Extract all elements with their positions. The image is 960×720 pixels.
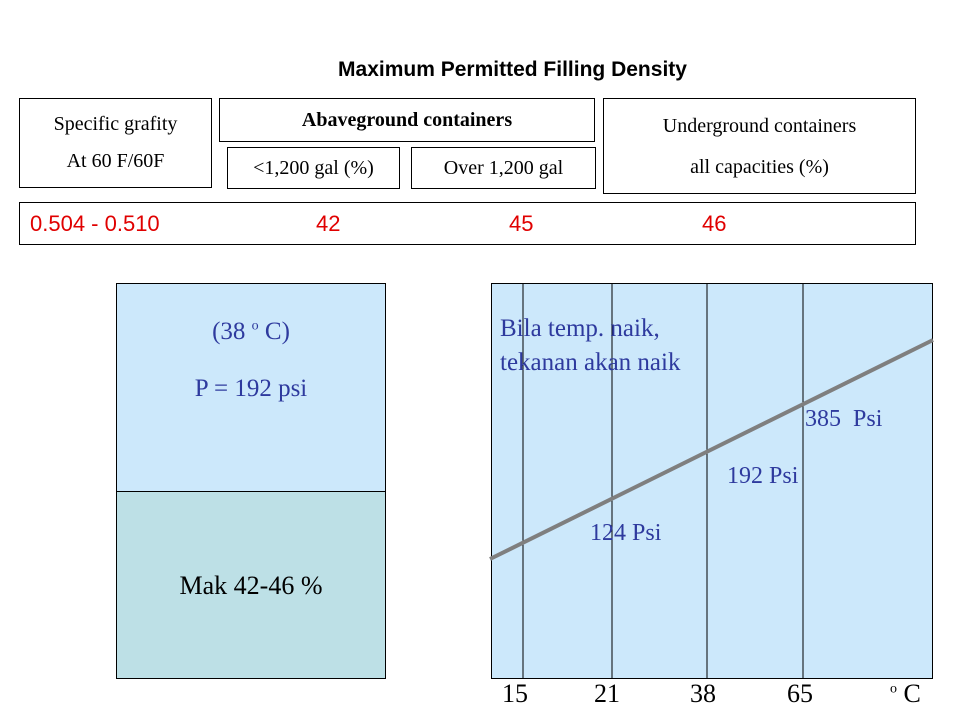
chart-annotation: Bila temp. naik, tekanan akan naik: [500, 312, 680, 380]
x-tick-38: 38: [690, 679, 716, 708]
aboveground-large-cell: Over 1,200 gal: [411, 147, 596, 189]
aboveground-large-label: Over 1,200 gal: [443, 157, 564, 179]
point-label-124: 124 Psi: [590, 520, 662, 546]
annotation-line-2: tekanan akan naik: [500, 349, 681, 376]
x-tick-21: 21: [594, 679, 620, 708]
chart-area: [491, 283, 933, 679]
x-tick-65: 65: [787, 679, 813, 708]
specific-gravity-label: Specific grafity: [53, 113, 178, 135]
tank-pressure: P = 192 psi: [194, 375, 308, 402]
aboveground-small-cell: <1,200 gal (%): [227, 147, 400, 189]
point-label-385: 385 Psi: [805, 406, 883, 432]
specific-gravity-cell: Specific grafity At 60 F/60F: [19, 98, 212, 188]
annotation-line-1: Bila temp. naik,: [500, 315, 660, 342]
underground-capacity: all capacities (%): [690, 156, 829, 178]
gravity-range: 0.504 - 0.510: [30, 211, 160, 236]
value-large: 45: [509, 211, 534, 236]
x-axis-unit: o C: [890, 679, 921, 708]
x-tick-15: 15: [502, 679, 528, 708]
tank-liquid-level: Mak 42-46 %: [179, 571, 323, 600]
value-small: 42: [316, 211, 341, 236]
aboveground-header: Abaveground containers: [301, 109, 513, 131]
tank-vapor-space: [116, 283, 386, 491]
tank-liquid-space: [116, 491, 386, 679]
value-underground: 46: [702, 211, 727, 236]
aboveground-header-cell: Abaveground containers: [219, 98, 595, 142]
underground-cell: Underground containers all capacities (%…: [603, 98, 916, 194]
specific-gravity-condition: At 60 F/60F: [66, 150, 165, 172]
page-title: Maximum Permitted Filling Density: [338, 58, 687, 81]
pressure-trend-line: [489, 338, 934, 561]
data-row: [19, 202, 916, 245]
point-label-192: 192 Psi: [727, 463, 799, 489]
underground-label: Underground containers: [662, 115, 857, 137]
tank-temperature: (38 o C): [212, 318, 290, 345]
aboveground-small-label: <1,200 gal (%): [253, 157, 374, 179]
